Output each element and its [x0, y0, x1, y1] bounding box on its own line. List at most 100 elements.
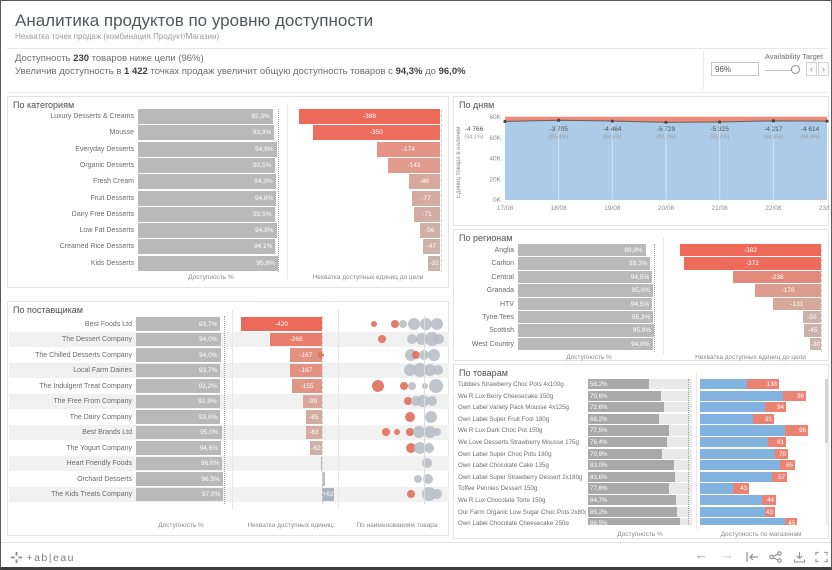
stores-missing-bar[interactable]: 57 — [772, 471, 787, 482]
availability-bar[interactable]: 77,5% — [588, 425, 669, 436]
availability-bar[interactable]: 94,8% — [138, 190, 277, 206]
availability-bar[interactable]: 92,3% — [138, 109, 273, 124]
stores-available-bar[interactable] — [700, 471, 772, 482]
product-dot[interactable] — [408, 381, 416, 390]
stores-available-bar[interactable] — [700, 506, 765, 517]
availability-bar[interactable]: 88,5% — [588, 518, 681, 525]
forward-icon[interactable]: → — [721, 547, 734, 562]
availability-bar[interactable]: 96,5% — [136, 472, 223, 486]
availability-bar[interactable]: 95,8% — [138, 255, 278, 271]
target-increment-button[interactable]: › — [818, 62, 829, 76]
availability-target-input[interactable] — [711, 62, 759, 76]
availability-bar[interactable]: 84,7% — [588, 495, 677, 506]
product-dot[interactable] — [427, 396, 437, 407]
stores-missing-bar[interactable]: 43 — [733, 483, 749, 494]
target-decrement-button[interactable]: ‹ — [806, 62, 817, 76]
product-dot[interactable] — [414, 474, 422, 483]
availability-bar[interactable]: 76,4% — [588, 437, 668, 448]
gap-bar[interactable]: -382 — [680, 244, 821, 257]
stores-missing-bar[interactable]: 99 — [783, 390, 806, 401]
availability-bar[interactable]: 93,5% — [138, 206, 275, 222]
availability-bar[interactable]: 89,9% — [518, 244, 646, 257]
data-point[interactable] — [503, 119, 507, 124]
product-dot[interactable] — [406, 442, 416, 453]
availability-bar[interactable]: 94,6% — [136, 441, 222, 455]
availability-bar[interactable]: 58,2% — [588, 379, 649, 390]
gap-bar[interactable]: -372 — [683, 257, 821, 270]
target-slider-handle[interactable] — [791, 65, 800, 74]
gap-bar[interactable]: -83 — [305, 425, 322, 439]
download-icon[interactable] — [793, 551, 806, 563]
product-dot[interactable] — [429, 378, 443, 393]
product-dot[interactable] — [408, 317, 420, 330]
gap-bar[interactable]: -30 — [809, 337, 821, 351]
product-dot[interactable] — [391, 319, 399, 328]
product-dot[interactable] — [431, 317, 443, 330]
product-dot[interactable] — [434, 334, 444, 345]
availability-bar[interactable]: 94,8% — [518, 337, 653, 351]
fullscreen-icon[interactable] — [815, 551, 828, 563]
stores-missing-bar[interactable]: 81 — [768, 437, 786, 448]
product-dot[interactable] — [432, 489, 442, 500]
gap-bar[interactable]: -178 — [755, 284, 821, 297]
product-dot[interactable] — [413, 426, 425, 439]
data-point[interactable] — [718, 120, 722, 124]
scrollbar-track[interactable] — [825, 379, 828, 525]
stores-available-bar[interactable] — [700, 495, 762, 506]
gap-bar[interactable]: -56 — [419, 223, 440, 239]
stores-available-bar[interactable] — [700, 437, 768, 448]
share-icon[interactable] — [769, 551, 782, 563]
product-dot[interactable] — [412, 350, 420, 359]
product-dot[interactable] — [411, 396, 421, 407]
gap-bar[interactable]: -174 — [376, 141, 440, 157]
availability-bar[interactable]: 95,0% — [518, 284, 653, 297]
back-icon[interactable]: ← — [695, 547, 708, 562]
availability-bar[interactable]: 83,0% — [588, 460, 675, 471]
gap-bar[interactable]: -86 — [408, 174, 440, 190]
gap-bar[interactable]: -62 — [310, 441, 322, 455]
stores-available-bar[interactable] — [700, 483, 733, 494]
availability-bar[interactable]: 94,5% — [518, 270, 653, 284]
stores-missing-bar[interactable]: 43 — [765, 506, 775, 517]
data-point[interactable] — [664, 120, 668, 124]
gap-bar[interactable]: -143 — [388, 157, 440, 173]
data-point[interactable] — [771, 119, 775, 123]
availability-bar[interactable]: 94,1% — [138, 239, 276, 255]
shortage-area[interactable] — [505, 116, 827, 123]
stores-missing-bar[interactable]: 94 — [765, 402, 786, 413]
product-dot[interactable] — [420, 317, 432, 330]
availability-bar[interactable]: 94,3% — [138, 174, 276, 190]
product-dot[interactable] — [394, 429, 400, 436]
scrollbar-thumb[interactable] — [825, 379, 828, 443]
product-dot[interactable] — [433, 428, 441, 437]
gap-bar[interactable] — [320, 456, 322, 470]
availability-bar[interactable]: 93,3% — [138, 125, 275, 141]
stores-available-bar[interactable] — [700, 518, 785, 525]
stores-available-bar[interactable] — [700, 460, 780, 471]
product-dot[interactable] — [407, 490, 415, 499]
stores-missing-bar[interactable]: 65 — [780, 460, 795, 471]
product-dot[interactable] — [422, 458, 432, 469]
day-area-chart[interactable]: -4 766 (94,1%) -3 705 (95,4%) -4 464 (94,5%) -… — [454, 97, 830, 227]
availability-bar[interactable]: 93,7% — [136, 317, 221, 331]
availability-bar[interactable]: 77,6% — [588, 483, 669, 494]
product-dot[interactable] — [428, 348, 440, 361]
availability-bar[interactable]: 94,9% — [138, 223, 277, 239]
stores-missing-bar[interactable]: 45 — [785, 518, 797, 525]
stores-missing-bar[interactable]: 91 — [753, 413, 774, 424]
stores-available-bar[interactable] — [700, 402, 765, 413]
gap-bar[interactable]: -167 — [289, 363, 322, 377]
product-dot[interactable] — [413, 363, 427, 378]
product-dot[interactable] — [407, 334, 417, 345]
product-dot[interactable] — [422, 382, 428, 389]
data-point[interactable] — [825, 119, 829, 123]
gap-bar[interactable]: -350 — [312, 125, 440, 141]
availability-bar[interactable]: 93,8% — [136, 410, 221, 424]
availability-bar[interactable]: 94,5% — [518, 297, 653, 310]
tableau-logo[interactable]: +ab|eau — [11, 549, 75, 567]
gap-bar[interactable]: -388 — [299, 109, 440, 124]
gap-bar[interactable]: -99 — [302, 394, 322, 408]
gap-bar[interactable]: -50 — [802, 311, 821, 324]
stores-missing-bar[interactable]: 96 — [785, 425, 808, 436]
availability-bar[interactable]: 72,6% — [588, 402, 664, 413]
